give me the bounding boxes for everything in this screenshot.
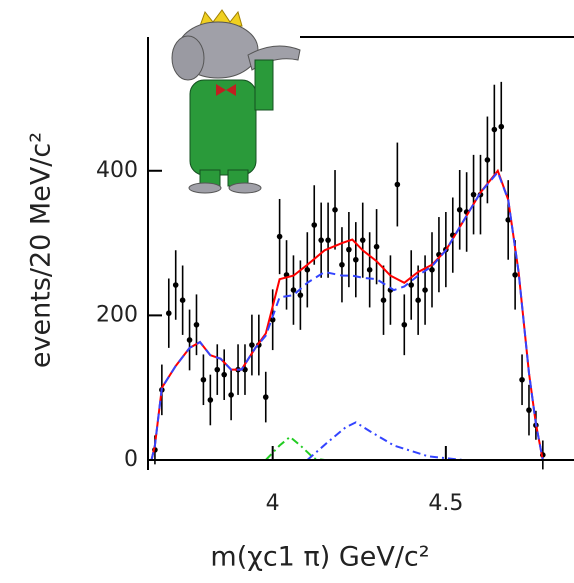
data-point <box>214 366 221 373</box>
data-point <box>408 282 415 288</box>
data-point <box>242 366 248 373</box>
data-point <box>339 261 345 268</box>
data-point <box>228 392 234 398</box>
data-point <box>380 297 387 304</box>
data-point <box>193 321 200 328</box>
data-point <box>456 207 463 213</box>
data-point <box>304 267 311 273</box>
x-axis-label: m(χc1 π) GeV/c² <box>210 542 429 573</box>
data-point <box>470 191 477 198</box>
elephant-cartoon <box>168 8 301 198</box>
data-point <box>249 342 255 348</box>
data-point <box>332 207 338 213</box>
data-point <box>311 222 318 228</box>
fit-curve <box>150 170 544 461</box>
fit-curve <box>306 421 464 461</box>
x-tick-label: 4.5 <box>428 491 463 516</box>
data-point <box>165 310 172 317</box>
plot-area <box>150 81 546 470</box>
data-point <box>262 394 269 400</box>
data-point <box>290 287 297 293</box>
data-point <box>484 157 491 163</box>
data-point <box>373 243 380 250</box>
data-point <box>200 376 207 383</box>
data-point <box>366 267 373 273</box>
data-point <box>269 316 276 323</box>
data-point <box>415 297 421 304</box>
data-point <box>491 126 498 133</box>
data-point <box>498 123 505 130</box>
data-point <box>394 181 401 188</box>
y-tick-label: 400 <box>96 158 138 183</box>
data-point <box>422 287 428 293</box>
data-point <box>359 237 366 243</box>
data-point <box>519 376 525 383</box>
data-point <box>353 256 359 263</box>
data-point <box>186 337 193 343</box>
data-point <box>526 407 532 413</box>
data-point <box>276 233 283 240</box>
x-tick-label: 4 <box>266 491 280 516</box>
data-point <box>318 237 324 243</box>
data-point <box>325 237 331 243</box>
data-point <box>297 292 304 298</box>
data-point <box>429 267 435 273</box>
data-point <box>505 217 511 223</box>
data-point <box>207 397 214 403</box>
data-point <box>221 371 227 378</box>
fit-curve <box>265 435 325 461</box>
data-point <box>179 297 186 304</box>
y-axis-label: events/20 MeV/c² <box>26 132 57 368</box>
data-point <box>346 246 352 253</box>
y-tick-label: 0 <box>124 447 138 472</box>
data-point <box>512 272 518 278</box>
data-point <box>401 321 408 328</box>
data-point <box>172 282 179 288</box>
y-tick-label: 200 <box>96 302 138 327</box>
